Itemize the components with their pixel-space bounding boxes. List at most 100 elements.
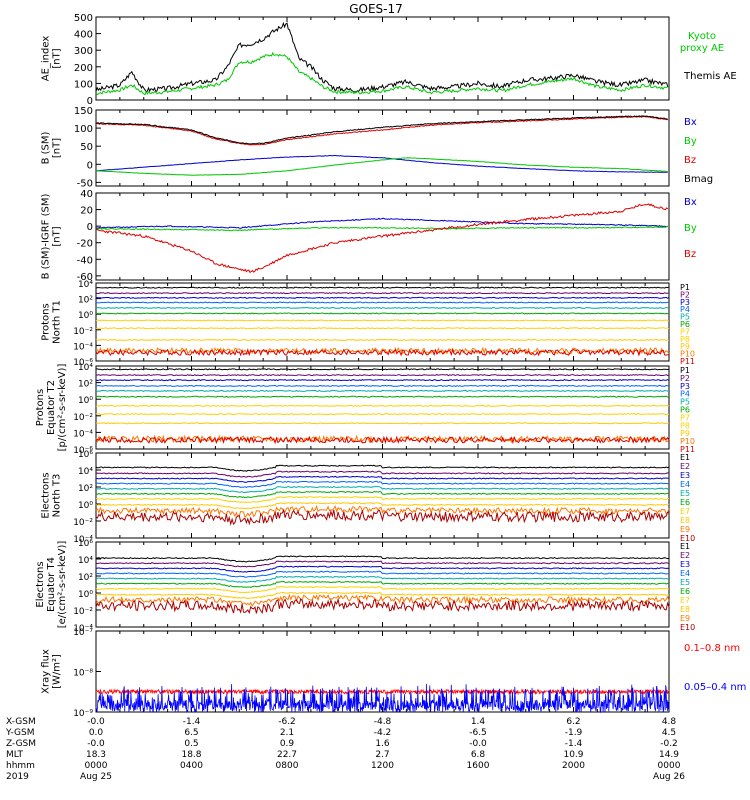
y-tick-label: -50: [77, 178, 93, 189]
y-tick-label: 10⁰: [78, 501, 93, 511]
channel-label: P8: [680, 421, 690, 430]
legend-entry: Themis AE: [683, 71, 737, 82]
y-tick-label: 20: [80, 206, 93, 217]
y-tick-label: 400: [74, 30, 93, 41]
series-line: [95, 157, 668, 176]
ephemeris-value: -1.4: [565, 739, 583, 749]
y-tick-label: -40: [77, 255, 93, 266]
y-tick-label: 10²: [78, 296, 93, 306]
y-axis-label: [W/m²]: [52, 654, 63, 689]
series-line: [95, 597, 670, 615]
ephemeris-value: -1.9: [565, 728, 583, 738]
series-line: [95, 115, 668, 146]
ephemeris-row-label: Y-GSM: [5, 728, 34, 738]
ephemeris-value: -6.2: [278, 717, 296, 727]
legend-entry: By: [684, 136, 697, 147]
y-tick-label: 10⁻²: [73, 413, 93, 423]
y-tick-label: 10⁴: [78, 556, 93, 566]
y-axis-label: North T3: [52, 474, 63, 518]
channel-label: P9: [680, 342, 690, 351]
y-axis-label: [e/(cm²-s-sr-keV)]: [57, 541, 68, 629]
ephemeris-row-label: MLT: [6, 750, 24, 760]
channel-label: E7: [680, 596, 690, 605]
y-axis-label: [nT]: [52, 138, 63, 158]
ephemeris-value: -4.2: [374, 728, 392, 738]
channel-label: P6: [680, 406, 690, 415]
series-line: [95, 560, 670, 568]
ephemeris-value: Aug 26: [653, 772, 685, 782]
legend-entry: Bx: [684, 117, 697, 128]
plot-title: GOES-17: [349, 2, 403, 16]
series-line: [95, 292, 670, 295]
series-line: [95, 338, 670, 341]
channel-label: P7: [680, 413, 690, 422]
channel-label: P2: [680, 374, 690, 383]
channel-label: E5: [680, 489, 690, 498]
channel-label: P5: [680, 313, 690, 322]
ephemeris-value: 0.5: [184, 739, 198, 749]
ephemeris-value: 2000: [562, 761, 585, 771]
ephemeris-value: 6.2: [566, 717, 580, 727]
channel-label: P1: [680, 366, 690, 375]
series-line: [95, 379, 670, 382]
series-line: [95, 384, 670, 387]
ephemeris-value: -0.2: [660, 739, 678, 749]
channel-label: P8: [680, 335, 690, 344]
channel-label: E4: [680, 569, 690, 578]
series-line: [95, 683, 670, 714]
ephemeris-value: -0.0: [87, 739, 105, 749]
channel-label: E8: [680, 516, 690, 525]
y-axis-label: [nT]: [52, 48, 63, 68]
series-line: [95, 286, 670, 289]
series-line: [95, 327, 670, 330]
channel-label: P2: [680, 290, 690, 299]
y-tick-label: 10⁻²: [73, 327, 93, 337]
ephemeris-value: 0800: [276, 761, 299, 771]
ephemeris-value: 0.0: [89, 728, 104, 738]
y-axis-label: Electrons: [35, 561, 46, 607]
ephemeris-value: -1.4: [183, 717, 201, 727]
ephemeris-value: -0.0: [469, 739, 487, 749]
series-line: [96, 491, 670, 499]
y-tick-label: 10⁰: [78, 311, 93, 321]
series-line: [95, 312, 670, 315]
channel-label: E6: [680, 498, 690, 507]
channel-label: P11: [680, 445, 695, 454]
series-line: [95, 591, 670, 599]
channel-label: E10: [680, 623, 695, 632]
ephemeris-value: 2.7: [375, 750, 389, 760]
y-tick-label: 0: [87, 96, 93, 107]
y-tick-label: 40: [80, 189, 93, 200]
legend-entry: Bx: [684, 197, 697, 208]
panel-frame: [95, 452, 670, 539]
legend-entry: proxy AE: [680, 43, 724, 54]
ephemeris-row-label: 2019: [6, 772, 29, 782]
y-tick-label: 10⁶: [78, 450, 93, 460]
ephemeris-value: 0000: [85, 761, 108, 771]
series-line: [96, 217, 668, 229]
series-line: [95, 389, 669, 392]
series-line: [95, 301, 670, 304]
y-axis-label: B (SM): [41, 131, 52, 164]
ephemeris-value: 1200: [371, 761, 394, 771]
y-axis-label: [nT]: [52, 226, 63, 246]
y-tick-label: 10⁴: [78, 363, 93, 373]
channel-label: P7: [680, 327, 690, 336]
series-line: [95, 154, 668, 173]
series-line: [95, 319, 670, 322]
y-tick-label: 0: [87, 222, 93, 233]
y-tick-label: 10²: [78, 380, 93, 390]
series-line: [96, 413, 670, 416]
series-line: [95, 296, 670, 299]
panel-frame: [95, 16, 670, 101]
y-tick-label: 500: [74, 13, 93, 24]
channel-label: E2: [680, 551, 690, 560]
ephemeris-value: 0400: [180, 761, 203, 771]
y-tick-label: 10⁶: [78, 539, 93, 549]
channel-label: E10: [680, 534, 695, 543]
series-line: [95, 404, 670, 407]
y-tick-label: 150: [74, 106, 93, 117]
series-line: [95, 395, 670, 398]
series-line: [95, 565, 670, 573]
